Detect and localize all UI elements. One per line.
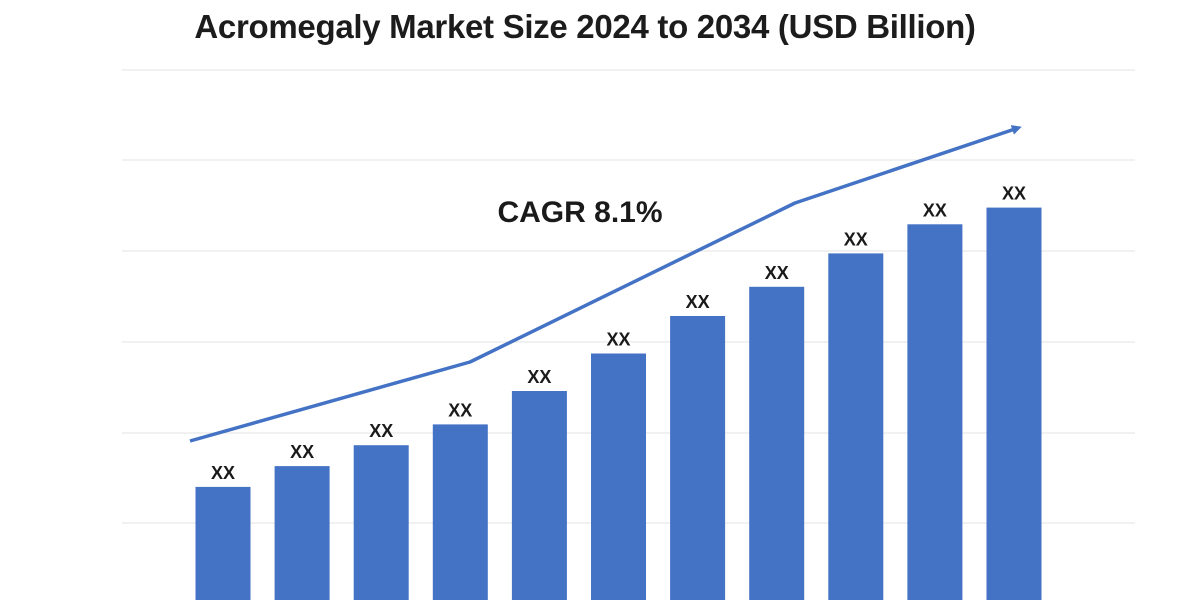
bar — [274, 466, 330, 600]
bar-data-label: XX — [686, 292, 710, 312]
bar — [353, 445, 409, 600]
bar-data-label: XX — [527, 367, 551, 387]
bar — [432, 424, 488, 600]
bar-data-label: XX — [1002, 184, 1026, 204]
bars — [195, 207, 1042, 600]
bar — [986, 207, 1042, 600]
bar — [195, 486, 251, 600]
bar — [591, 353, 646, 600]
bar — [749, 286, 805, 600]
bar-data-label: XX — [606, 330, 630, 350]
bar-data-label: XX — [211, 463, 235, 483]
bar-data-label: XX — [369, 421, 393, 441]
bar — [670, 316, 726, 600]
bar-data-label: XX — [844, 229, 868, 249]
trend-line — [189, 125, 1022, 443]
data-labels: XX XX XX XX XX XX XX XX XX XX XX — [211, 184, 1026, 483]
bar — [511, 391, 567, 600]
trend-arrow — [189, 125, 1022, 443]
bar-data-label: XX — [290, 442, 314, 462]
bar-data-label: XX — [765, 263, 789, 283]
bar-data-label: XX — [923, 200, 947, 220]
bar — [907, 224, 963, 600]
chart-title: Acromegaly Market Size 2024 to 2034 (USD… — [194, 8, 976, 45]
bar — [828, 253, 884, 600]
cagr-annotation: CAGR 8.1% — [497, 196, 662, 229]
bar-data-label: XX — [448, 400, 472, 420]
